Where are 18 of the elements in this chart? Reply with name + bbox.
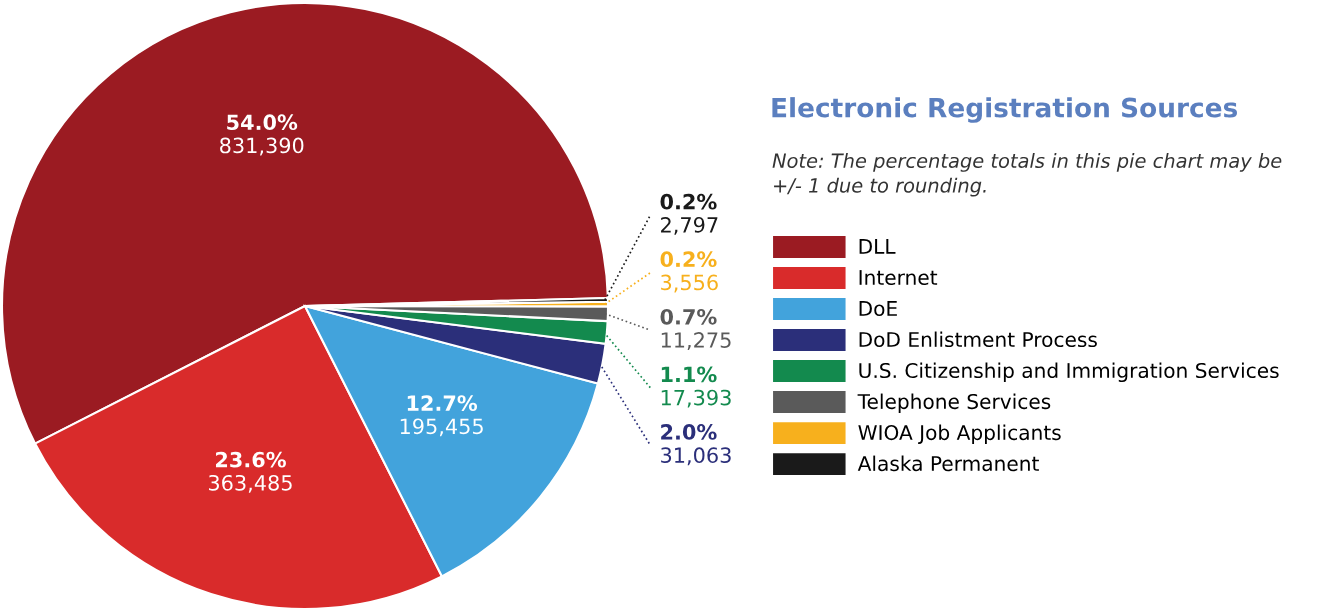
data-label: 2.0% 31,063 [661, 424, 731, 466]
data-label: 0.2% 3,556 [660, 251, 718, 293]
data-label: 23.6% 363,485 [209, 451, 292, 493]
data-label: 1.1% 17,393 [661, 366, 731, 408]
data-label: 12.7% 195,455 [400, 395, 483, 437]
legend-label: Internet [859, 270, 938, 286]
legend-label: WIOA Job Applicants [858, 424, 1061, 445]
legend-label: U.S. Citizenship and Immigration Services [859, 362, 1279, 383]
legend-title: Electronic Registration Sources [772, 97, 1238, 123]
legend-label: DoE [859, 301, 897, 317]
text: Note: The percentage totals in this pie chart may be +/- 1 due to rounding. [772, 153, 1282, 197]
data-label: 0.7% 11,275 [660, 308, 731, 351]
legend-label: DoD Enlistment Process [859, 331, 1097, 348]
legend-label: Alaska Permanent [857, 455, 1039, 472]
legend-label: DLL [859, 239, 896, 254]
data-label: 0.2% 2,797 [660, 193, 718, 235]
data-label: 54.0% 831,390 [220, 114, 304, 156]
legend-label: Telephone Services [857, 393, 1051, 414]
